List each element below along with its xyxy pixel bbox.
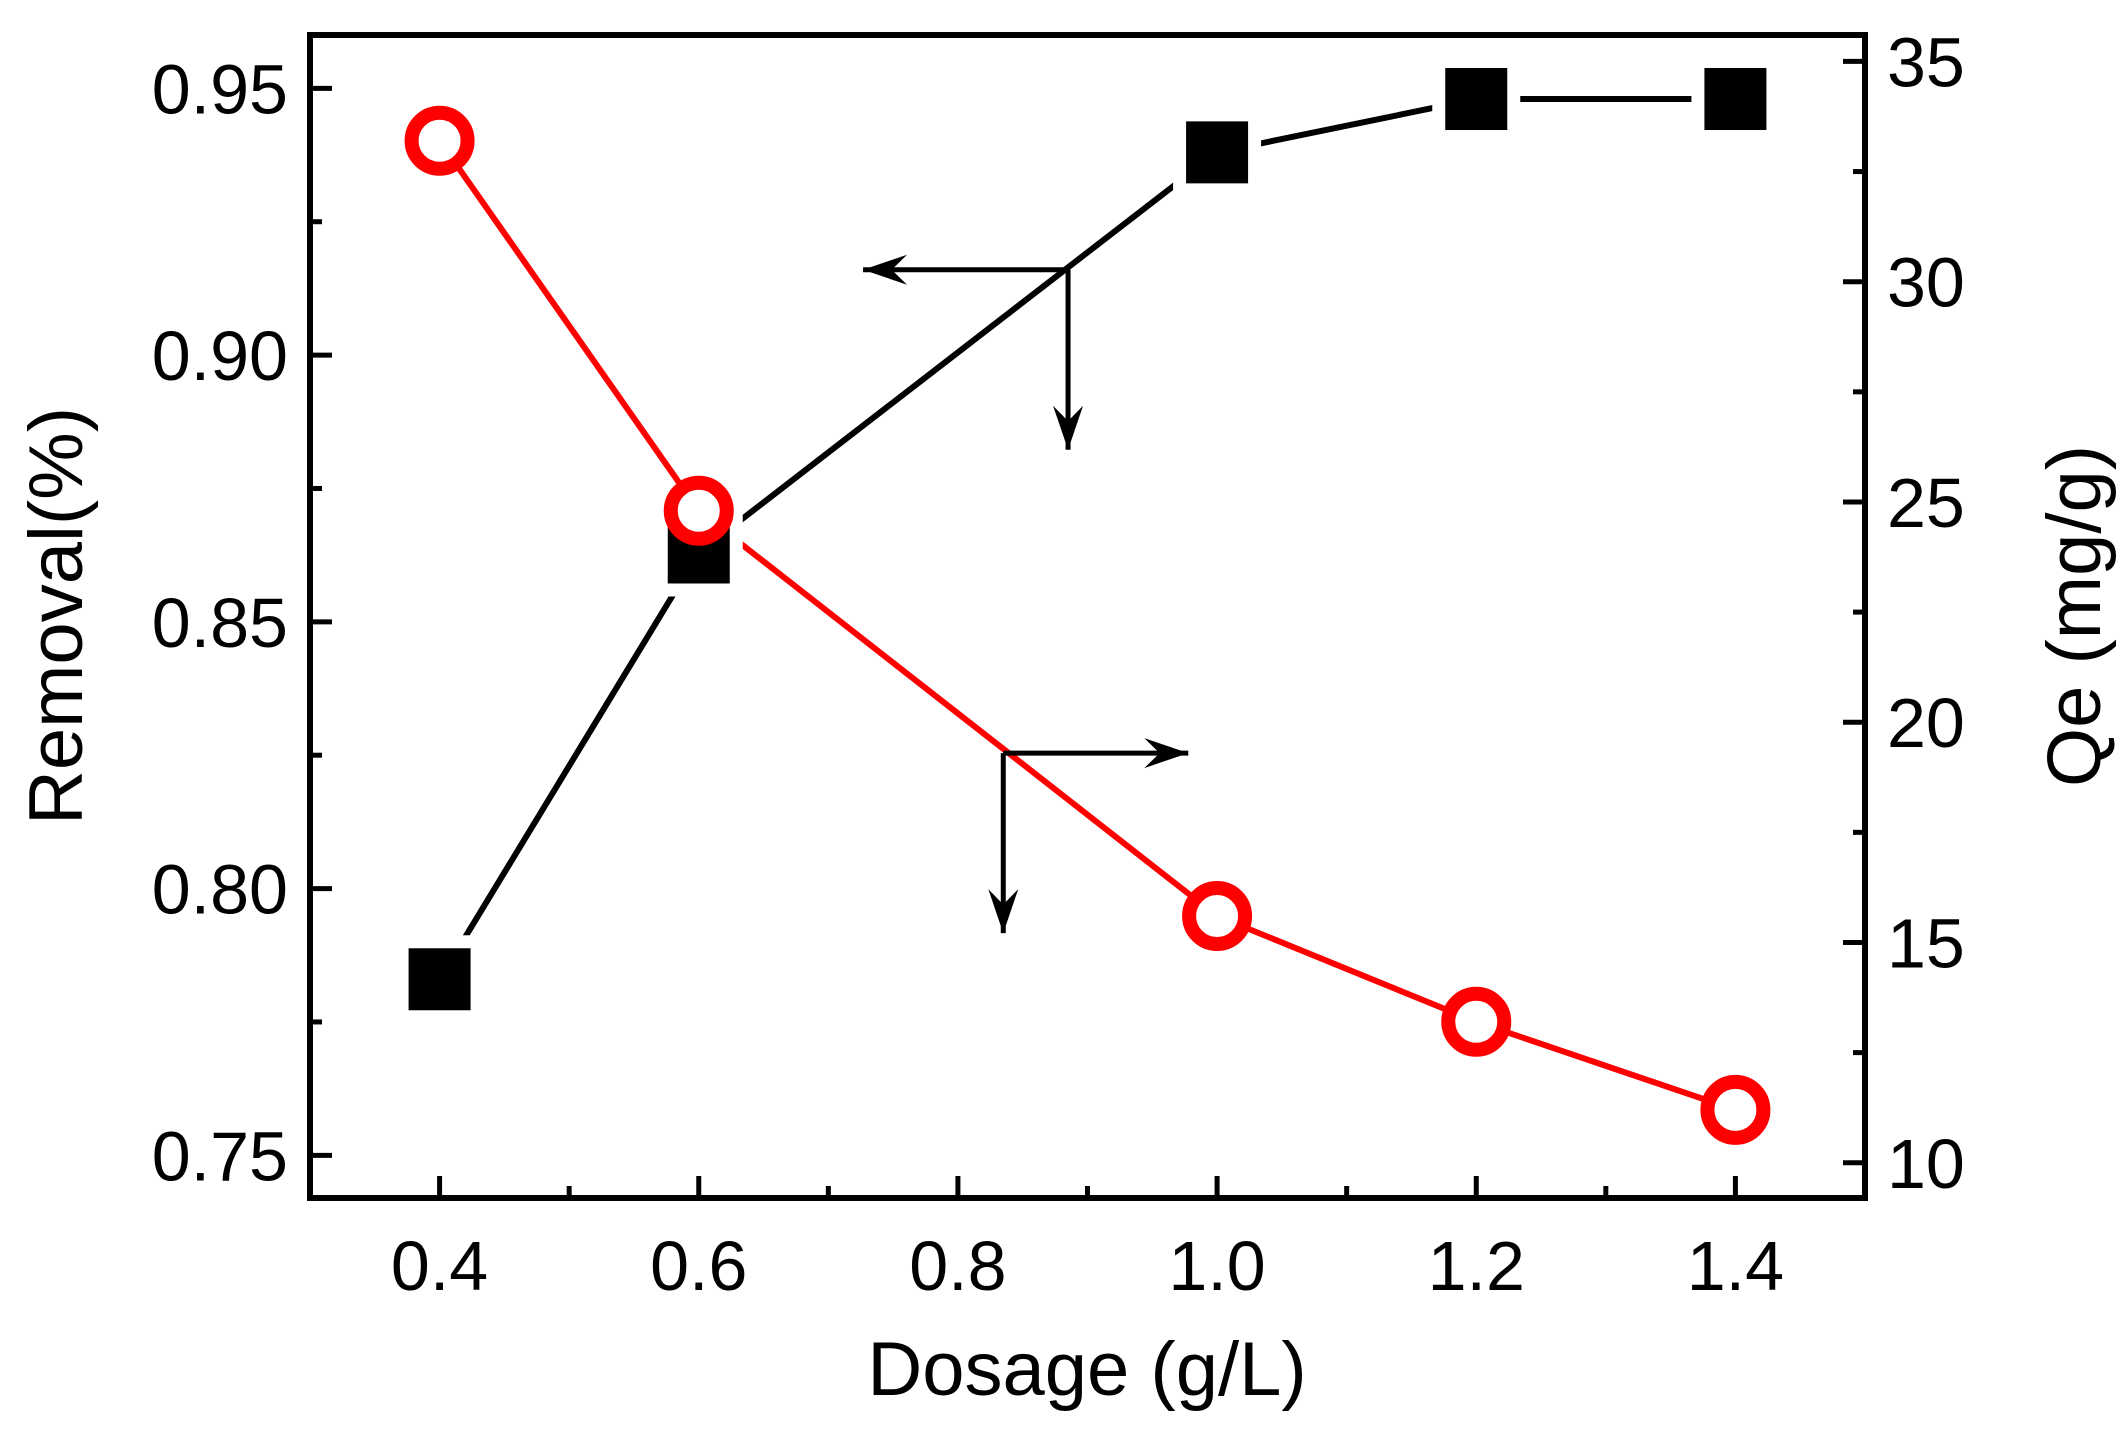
removal-marker [1186,121,1248,183]
qe-marker [671,483,727,539]
x-tick-label: 1.0 [1168,1227,1265,1305]
qe-marker [1707,1082,1763,1138]
removal-marker [409,948,471,1010]
removal-marker [1445,68,1507,130]
qe-marker [412,113,468,169]
right-y-tick-label: 35 [1887,23,1965,101]
removal-series-line [440,99,1736,979]
chart: 0.4 0.6 0.8 1.0 1.2 1.4 0.750.800.850.900.95 … [0,0,2126,1437]
annotation-layer [863,255,1188,933]
right-y-tick-label: 10 [1887,1125,1965,1203]
qe-series-line [440,141,1736,1110]
left-y-axis-title: Removal(%) [14,407,99,825]
x-tick-label: 0.6 [650,1227,747,1305]
right-y-tick-label: 30 [1887,244,1965,322]
x-tick-label: 0.8 [909,1227,1006,1305]
left-y-tick-label: 0.95 [152,50,288,128]
left-y-tick-label: 0.85 [152,584,288,662]
left-y-tick-label: 0.80 [152,851,288,929]
left-y-tick-label: 0.90 [152,317,288,395]
x-axis-title: Dosage (g/L) [867,1327,1306,1412]
right-y-tick-label: 20 [1887,684,1965,762]
removal-marker [1704,68,1766,130]
left-y-tick-label: 0.75 [152,1117,288,1195]
right-y-tick-label: 25 [1887,464,1965,542]
right-y-tick-label: 15 [1887,904,1965,982]
right-y-axis-ticks: 10 15 20 25 30 35 [1843,23,1965,1202]
right-y-axis-title: Qe (mg/g) [2032,445,2117,787]
left-y-axis-ticks: 0.75 0.80 0.85 0.90 0.95 [152,50,332,1195]
plot-frame [310,35,1865,1198]
qe-marker [1189,888,1245,944]
x-tick-label: 1.2 [1428,1227,1525,1305]
plot-border [310,35,1865,1198]
series-layer [396,55,1780,1138]
x-tick-label: 1.4 [1687,1227,1784,1305]
x-tick-label: 0.4 [391,1227,488,1305]
qe-marker [1448,994,1504,1050]
